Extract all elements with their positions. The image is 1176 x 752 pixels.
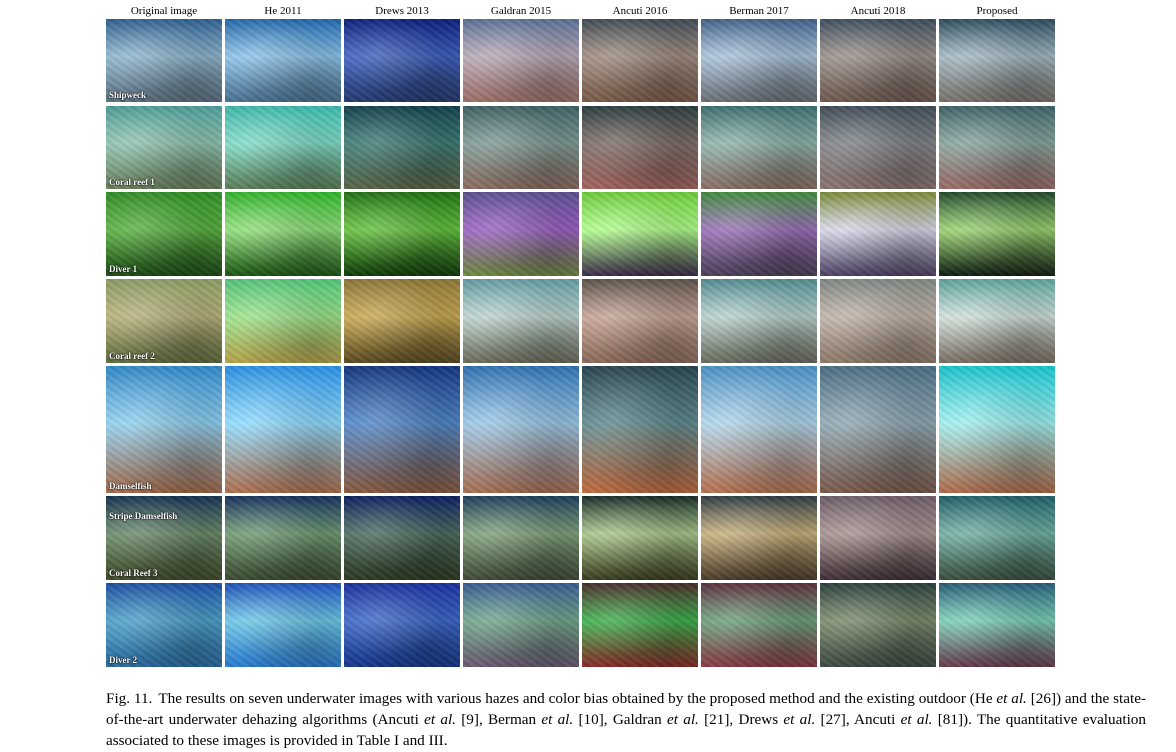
figure: Original image He 2011 Drews 2013 Galdran 2… bbox=[106, 4, 1058, 667]
result-image bbox=[463, 366, 579, 493]
scene-label: Diver 1 bbox=[109, 264, 138, 274]
result-image bbox=[939, 496, 1055, 580]
result-image bbox=[463, 106, 579, 189]
scene-label: Coral Reef 3 bbox=[109, 568, 158, 578]
figure-number: Fig. 11. bbox=[106, 690, 153, 707]
column-header: Original image bbox=[130, 5, 198, 17]
result-image bbox=[582, 279, 698, 363]
result-image bbox=[820, 496, 936, 580]
result-image bbox=[582, 19, 698, 102]
result-image bbox=[701, 106, 817, 189]
result-image bbox=[225, 106, 341, 189]
result-image: Diver 2 bbox=[106, 583, 222, 667]
result-image bbox=[701, 192, 817, 276]
result-image bbox=[463, 192, 579, 276]
result-image bbox=[939, 279, 1055, 363]
result-image bbox=[344, 19, 460, 102]
result-image bbox=[225, 496, 341, 580]
result-image bbox=[939, 583, 1055, 667]
scene-label: Shipweck bbox=[109, 90, 147, 100]
result-image bbox=[820, 19, 936, 102]
column-header: Ancuti 2016 bbox=[612, 5, 668, 17]
result-image bbox=[582, 106, 698, 189]
result-image bbox=[344, 583, 460, 667]
result-image bbox=[582, 192, 698, 276]
column-header: He 2011 bbox=[264, 5, 302, 17]
result-image bbox=[344, 496, 460, 580]
column-headers: Original image He 2011 Drews 2013 Galdran 2… bbox=[106, 4, 1058, 19]
figure-caption: Fig. 11. The results on seven underwater … bbox=[106, 688, 1146, 751]
caption-italic: et al. bbox=[900, 711, 933, 728]
caption-text: [26]) and the state-of-the-art underwate… bbox=[106, 690, 1147, 728]
result-image bbox=[939, 19, 1055, 102]
result-image bbox=[820, 279, 936, 363]
column-header: Berman 2017 bbox=[729, 5, 789, 17]
result-image bbox=[582, 366, 698, 493]
result-image bbox=[820, 106, 936, 189]
caption-italic: et al. bbox=[541, 711, 574, 728]
column-header: Proposed bbox=[976, 5, 1018, 17]
column-header: Ancuti 2018 bbox=[850, 5, 906, 17]
result-image bbox=[225, 366, 341, 493]
result-image bbox=[820, 583, 936, 667]
result-image bbox=[344, 192, 460, 276]
caption-italic: et al. bbox=[783, 711, 816, 728]
result-image: Shipweck bbox=[106, 19, 222, 102]
result-image: Coral reef 2 bbox=[106, 279, 222, 363]
result-image bbox=[344, 366, 460, 493]
result-image bbox=[344, 279, 460, 363]
result-image bbox=[344, 106, 460, 189]
result-image bbox=[463, 279, 579, 363]
scene-label: Coral reef 2 bbox=[109, 351, 155, 361]
result-image bbox=[582, 583, 698, 667]
caption-italic: et al. bbox=[667, 711, 699, 728]
result-image: Diver 1 bbox=[106, 192, 222, 276]
caption-italic: et al. bbox=[996, 690, 1027, 707]
scene-label: Stripe Damselfish bbox=[109, 511, 178, 521]
caption-italic: et al. bbox=[424, 711, 456, 728]
result-image bbox=[225, 19, 341, 102]
scene-label: Damselfish bbox=[109, 481, 152, 491]
result-image: Damselfish bbox=[106, 366, 222, 493]
scene-label: Coral reef 1 bbox=[109, 177, 155, 187]
result-image bbox=[463, 583, 579, 667]
result-image bbox=[701, 366, 817, 493]
result-image bbox=[701, 496, 817, 580]
result-image: Stripe Damselfish Coral Reef 3 bbox=[106, 496, 222, 580]
column-header: Galdran 2015 bbox=[490, 5, 552, 17]
scene-label: Diver 2 bbox=[109, 655, 138, 665]
result-image bbox=[820, 192, 936, 276]
result-image bbox=[225, 583, 341, 667]
result-image bbox=[701, 19, 817, 102]
caption-text: [10], Galdran bbox=[573, 711, 668, 728]
result-image: Coral reef 1 bbox=[106, 106, 222, 189]
caption-text: [27], Ancuti bbox=[815, 711, 901, 728]
result-image bbox=[939, 192, 1055, 276]
caption-text: [9], Berman bbox=[455, 711, 542, 728]
result-image bbox=[225, 192, 341, 276]
result-image bbox=[701, 279, 817, 363]
result-image bbox=[225, 279, 341, 363]
result-image bbox=[939, 366, 1055, 493]
result-image bbox=[939, 106, 1055, 189]
result-image bbox=[463, 19, 579, 102]
result-image bbox=[820, 366, 936, 493]
result-image bbox=[701, 583, 817, 667]
result-image bbox=[582, 496, 698, 580]
result-image bbox=[463, 496, 579, 580]
caption-text: [81]). The quantitative evaluation assoc… bbox=[106, 711, 1150, 749]
caption-text: [21], Drews bbox=[698, 711, 784, 728]
column-header: Drews 2013 bbox=[375, 5, 429, 17]
caption-text: The results on seven underwater images w… bbox=[158, 690, 997, 707]
